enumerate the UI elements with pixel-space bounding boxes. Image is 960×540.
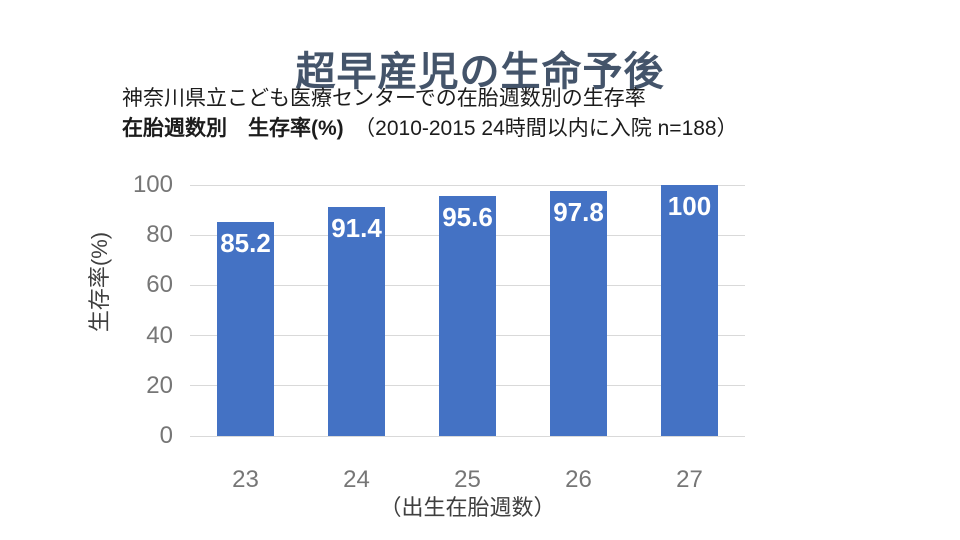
x-tick-label: 27 <box>676 466 703 493</box>
bar-25: 95.6 <box>439 196 496 436</box>
y-tick-label: 40 <box>146 321 173 349</box>
bar-23: 85.2 <box>217 222 274 436</box>
subtitle-line-1: 神奈川県立こども医療センターでの在胎週数別の生存率 <box>122 87 646 110</box>
bar-24: 91.4 <box>328 206 385 436</box>
x-tick-label: 26 <box>565 466 592 493</box>
x-tick-label: 24 <box>343 466 370 493</box>
bar-chart: 生存率(%) 0 20 40 60 80 100 85.2 91.4 95.6 97.8 100 … <box>87 171 795 520</box>
bar-value-label: 95.6 <box>442 202 493 233</box>
slide-title: 超早産児の生命予後 <box>295 49 665 94</box>
bar-26: 97.8 <box>550 190 607 436</box>
bar-value-label: 100 <box>667 191 712 221</box>
subtitle-line-2: 在胎週数別 生存率(%) （2010-2015 24時間以内に入院 n=188） <box>122 114 738 144</box>
subtitle-line-2-bold: 在胎週数別 生存率(%) <box>122 117 344 140</box>
y-tick-label: 20 <box>146 371 173 399</box>
x-tick-label: 25 <box>454 466 481 493</box>
bar-value-label: 91.4 <box>331 212 382 243</box>
x-tick-label: 23 <box>232 466 259 493</box>
x-axis-title: （出生在胎週数） <box>379 495 556 520</box>
y-axis-tick-labels: 0 20 40 60 80 100 <box>95 171 173 449</box>
subtitle-block: 神奈川県立こども医療センターでの在胎週数別の生存率 在胎週数別 生存率(%) （… <box>122 84 738 144</box>
y-tick-label: 60 <box>146 271 173 299</box>
bar-value-label: 97.8 <box>553 196 604 227</box>
y-tick-label: 100 <box>132 171 173 198</box>
gridline <box>190 184 745 186</box>
gridline <box>190 435 745 437</box>
subtitle-line-2-rest: （2010-2015 24時間以内に入院 n=188） <box>343 117 738 140</box>
y-tick-label: 80 <box>146 221 173 249</box>
x-axis-tick-labels: 23 24 25 26 27 <box>190 465 745 495</box>
y-tick-label: 0 <box>159 422 173 449</box>
plot-area: 85.2 91.4 95.6 97.8 100 <box>190 184 745 437</box>
bar-27: 100 <box>661 185 718 436</box>
bar-value-label: 85.2 <box>220 228 271 259</box>
